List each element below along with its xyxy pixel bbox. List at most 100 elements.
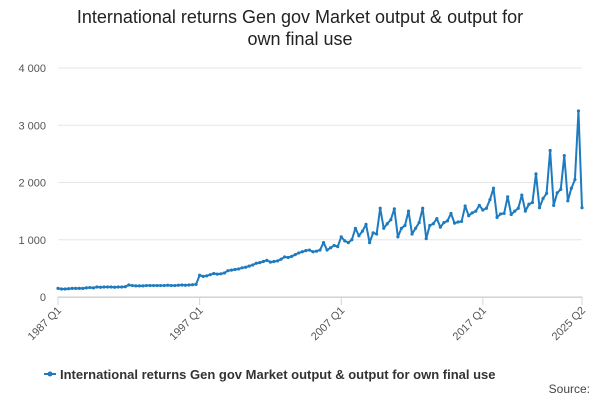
data-point[interactable] xyxy=(134,284,138,288)
data-point[interactable] xyxy=(452,221,457,225)
data-point[interactable] xyxy=(410,232,414,236)
source-label[interactable]: Source: xyxy=(548,382,590,396)
data-point[interactable] xyxy=(84,286,88,290)
data-point[interactable] xyxy=(275,259,280,263)
data-point[interactable] xyxy=(282,255,287,259)
data-point[interactable] xyxy=(438,225,442,229)
data-point[interactable] xyxy=(229,268,234,272)
data-point[interactable] xyxy=(339,235,343,239)
data-point[interactable] xyxy=(208,273,212,277)
data-point[interactable] xyxy=(336,245,340,249)
data-point[interactable] xyxy=(63,287,67,291)
data-point[interactable] xyxy=(544,191,549,195)
data-point[interactable] xyxy=(261,259,265,264)
data-point[interactable] xyxy=(403,223,407,228)
data-point[interactable] xyxy=(219,272,223,276)
data-point[interactable] xyxy=(173,283,177,288)
data-point[interactable] xyxy=(226,269,230,273)
data-point[interactable] xyxy=(77,286,81,291)
data-point[interactable] xyxy=(81,286,85,291)
data-point[interactable] xyxy=(144,283,149,288)
data-point[interactable] xyxy=(300,250,304,254)
data-point[interactable] xyxy=(258,261,262,265)
data-point[interactable] xyxy=(406,209,411,213)
data-point[interactable] xyxy=(353,226,358,230)
data-point[interactable] xyxy=(233,267,237,272)
data-point[interactable] xyxy=(417,220,421,225)
data-point[interactable] xyxy=(141,284,145,288)
data-point[interactable] xyxy=(162,283,166,288)
data-point[interactable] xyxy=(279,257,283,261)
data-point[interactable] xyxy=(311,250,315,254)
data-point[interactable] xyxy=(236,267,241,271)
data-point[interactable] xyxy=(566,199,570,203)
data-point[interactable] xyxy=(523,209,527,213)
data-point[interactable] xyxy=(332,243,336,248)
data-point[interactable] xyxy=(513,209,517,213)
data-point[interactable] xyxy=(56,286,60,291)
data-point[interactable] xyxy=(474,209,478,213)
data-point[interactable] xyxy=(201,274,205,278)
data-point[interactable] xyxy=(509,212,513,217)
data-point[interactable] xyxy=(520,193,524,197)
data-point[interactable] xyxy=(481,208,485,212)
data-point[interactable] xyxy=(130,283,134,288)
data-point[interactable] xyxy=(222,271,227,275)
data-point[interactable] xyxy=(74,286,78,291)
data-point[interactable] xyxy=(102,285,106,289)
data-point[interactable] xyxy=(272,259,276,264)
data-point[interactable] xyxy=(576,109,581,113)
data-point[interactable] xyxy=(113,285,117,289)
data-point[interactable] xyxy=(399,226,404,230)
data-point[interactable] xyxy=(109,285,113,289)
data-point[interactable] xyxy=(183,283,188,287)
data-point[interactable] xyxy=(573,178,577,182)
data-point[interactable] xyxy=(357,234,361,238)
data-point[interactable] xyxy=(212,271,216,276)
data-point[interactable] xyxy=(329,246,333,250)
data-point[interactable] xyxy=(137,284,142,288)
data-point[interactable] xyxy=(537,206,542,210)
data-point[interactable] xyxy=(548,148,552,153)
data-point[interactable] xyxy=(541,196,545,201)
data-point[interactable] xyxy=(123,285,127,289)
data-point[interactable] xyxy=(244,265,248,269)
data-point[interactable] xyxy=(580,206,584,210)
data-point[interactable] xyxy=(502,211,506,216)
data-point[interactable] xyxy=(304,249,308,253)
data-point[interactable] xyxy=(498,212,503,216)
data-point[interactable] xyxy=(442,220,446,225)
data-point[interactable] xyxy=(371,231,375,235)
data-point[interactable] xyxy=(382,226,386,230)
data-point[interactable] xyxy=(215,272,219,276)
data-point[interactable] xyxy=(392,207,396,211)
data-point[interactable] xyxy=(293,253,297,257)
data-point[interactable] xyxy=(421,206,425,210)
data-point[interactable] xyxy=(428,223,432,228)
data-point[interactable] xyxy=(70,286,74,291)
data-point[interactable] xyxy=(389,218,393,222)
data-point[interactable] xyxy=(360,229,365,233)
data-point[interactable] xyxy=(297,251,301,255)
data-point[interactable] xyxy=(424,237,428,241)
data-point[interactable] xyxy=(59,287,64,291)
data-point[interactable] xyxy=(148,283,152,288)
data-point[interactable] xyxy=(484,206,489,210)
data-point[interactable] xyxy=(559,187,563,191)
data-point[interactable] xyxy=(116,285,120,289)
data-point[interactable] xyxy=(449,211,453,216)
data-point[interactable] xyxy=(364,222,368,226)
data-point[interactable] xyxy=(506,195,510,199)
data-point[interactable] xyxy=(166,283,170,287)
data-point[interactable] xyxy=(467,214,471,218)
data-point[interactable] xyxy=(159,283,163,288)
data-point[interactable] xyxy=(555,191,559,195)
data-point[interactable] xyxy=(527,202,531,206)
series-line[interactable] xyxy=(57,109,583,290)
data-point[interactable] xyxy=(470,211,474,215)
data-point[interactable] xyxy=(413,226,418,230)
data-point[interactable] xyxy=(180,283,184,287)
data-point[interactable] xyxy=(190,283,195,287)
data-point[interactable] xyxy=(321,241,326,245)
data-point[interactable] xyxy=(346,241,350,245)
